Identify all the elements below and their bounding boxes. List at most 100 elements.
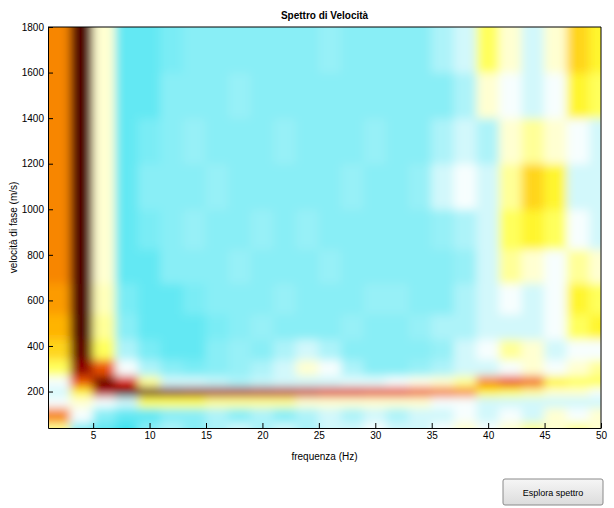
cell — [454, 314, 478, 340]
cell — [318, 314, 342, 340]
cell — [70, 283, 94, 315]
tick-label: 50 — [596, 430, 608, 441]
cell — [544, 386, 568, 396]
cell — [409, 386, 433, 396]
cell — [48, 396, 71, 408]
cell — [567, 163, 591, 210]
cell — [48, 118, 71, 165]
cell — [454, 27, 478, 73]
cell — [454, 72, 478, 119]
cell — [409, 314, 433, 340]
cell — [115, 72, 139, 119]
cell — [341, 118, 365, 165]
cell — [544, 72, 568, 119]
cell — [228, 314, 252, 340]
cell — [251, 163, 275, 210]
tick-label: 35 — [427, 430, 439, 441]
cell — [115, 27, 139, 73]
cell — [567, 209, 591, 250]
cell — [160, 249, 184, 284]
cell — [476, 209, 500, 250]
button-box[interactable] — [503, 479, 603, 505]
cell — [364, 72, 388, 119]
cell — [48, 163, 71, 210]
cell — [273, 339, 297, 361]
cell — [160, 375, 184, 387]
cell — [183, 283, 207, 315]
cell — [364, 375, 388, 387]
cell — [386, 359, 410, 376]
cell — [115, 283, 139, 315]
cell — [251, 118, 275, 165]
cell — [522, 209, 546, 250]
tick-label: 30 — [370, 430, 382, 441]
cell — [115, 314, 139, 340]
cell — [183, 72, 207, 119]
tick-label: 1600 — [22, 67, 45, 78]
cell — [183, 27, 207, 73]
cell — [544, 375, 568, 387]
cell — [499, 209, 523, 250]
cell — [48, 386, 71, 396]
cell — [273, 314, 297, 340]
cell — [251, 249, 275, 284]
cell — [499, 407, 523, 423]
cell — [476, 396, 500, 408]
cell — [544, 249, 568, 284]
cell — [115, 339, 139, 361]
cell — [93, 249, 117, 284]
cell — [409, 339, 433, 361]
cell — [138, 283, 162, 315]
cell — [431, 386, 455, 396]
cell — [228, 118, 252, 165]
cell — [251, 407, 275, 423]
button-label[interactable]: Esplora spettro — [523, 488, 584, 498]
cell — [115, 386, 139, 396]
cell — [454, 375, 478, 387]
cell — [115, 407, 139, 423]
cell — [567, 396, 591, 408]
cell — [499, 249, 523, 284]
cell — [318, 72, 342, 119]
tick: 45 — [540, 423, 552, 441]
cell — [386, 118, 410, 165]
cell — [251, 72, 275, 119]
heatmap-cells — [48, 27, 601, 428]
cell — [386, 314, 410, 340]
cell — [431, 396, 455, 408]
cell — [70, 72, 94, 119]
cell — [589, 163, 601, 210]
cell — [48, 249, 71, 284]
cell — [567, 386, 591, 396]
cell — [341, 163, 365, 210]
cell — [454, 386, 478, 396]
cell — [431, 375, 455, 387]
cell — [228, 72, 252, 119]
cell — [138, 118, 162, 165]
cell — [228, 209, 252, 250]
cell — [206, 314, 230, 340]
cell — [476, 359, 500, 376]
cell — [589, 283, 601, 315]
cell — [296, 283, 320, 315]
cell — [386, 283, 410, 315]
cell — [544, 396, 568, 408]
cell — [341, 283, 365, 315]
cell — [160, 396, 184, 408]
explore-button[interactable]: Esplora spettro — [503, 479, 603, 505]
tick: 40 — [483, 423, 495, 441]
cell — [318, 359, 342, 376]
cell — [544, 314, 568, 340]
cell — [70, 118, 94, 165]
cell — [476, 27, 500, 73]
tick-label: 1000 — [22, 204, 45, 215]
cell — [476, 386, 500, 396]
cell — [93, 375, 117, 387]
cell — [296, 314, 320, 340]
cell — [589, 359, 601, 376]
cell — [476, 407, 500, 423]
cell — [454, 249, 478, 284]
cell — [544, 283, 568, 315]
cell — [567, 375, 591, 387]
cell — [567, 283, 591, 315]
